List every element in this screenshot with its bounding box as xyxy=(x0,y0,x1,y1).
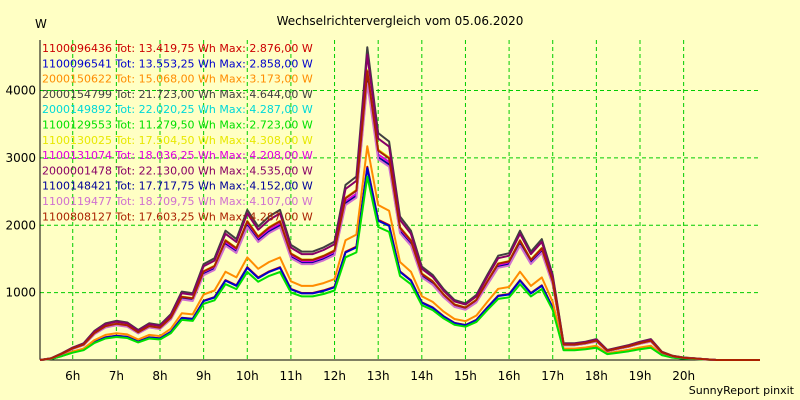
legend-entry-1100119477: 1100119477 Tot: 18.709,75 Wh Max: 4.107,… xyxy=(42,195,313,208)
chart-title: Wechselrichtervergleich vom 05.06.2020 xyxy=(277,14,524,28)
x-tick-label-8h: 8h xyxy=(152,369,167,383)
legend-entry-1100808127: 1100808127 Tot: 17.603,25 Wh Max: 4.287,… xyxy=(42,210,313,223)
footer-credit: SunnyReport pinxit xyxy=(689,384,795,397)
legend-entry-2000150622: 2000150622 Tot: 15.068,00 Wh Max: 3.173,… xyxy=(42,73,313,86)
legend-entry-1100131074: 1100131074 Tot: 18.036,25 Wh Max: 4.208,… xyxy=(42,149,313,162)
legend-entry-2000001478: 2000001478 Tot: 22.130,00 Wh Max: 4.535,… xyxy=(42,164,313,177)
x-tick-label-13h: 13h xyxy=(367,369,390,383)
x-tick-label-14h: 14h xyxy=(410,369,433,383)
x-tick-label-12h: 12h xyxy=(323,369,346,383)
x-tick-label-9h: 9h xyxy=(196,369,211,383)
y-tick-label-3: 4000 xyxy=(5,84,36,98)
x-tick-label-6h: 6h xyxy=(65,369,80,383)
axes-layer: 1000 2000 3000 4000 6h 7h 8h 9h 10h 11h 12h 13h 14h 1… xyxy=(5,40,760,383)
legend-entry-1100096541: 1100096541 Tot: 13.553,25 Wh Max: 2.858,… xyxy=(42,57,313,70)
x-tick-label-19h: 19h xyxy=(629,369,652,383)
x-tick-label-17h: 17h xyxy=(541,369,564,383)
x-tick-label-18h: 18h xyxy=(585,369,608,383)
y-axis-label: W xyxy=(35,17,47,31)
series-layer xyxy=(39,46,760,361)
legend-entry-1100130025: 1100130025 Tot: 17.504,50 Wh Max: 4.308,… xyxy=(42,134,313,147)
y-tick-label-2: 3000 xyxy=(5,151,36,165)
legend-entry-1100148421: 1100148421 Tot: 17.717,75 Wh Max: 4.152,… xyxy=(42,180,313,193)
x-tick-label-7h: 7h xyxy=(109,369,124,383)
x-tick-label-15h: 15h xyxy=(454,369,477,383)
y-tick-label-1: 2000 xyxy=(5,218,36,232)
legend-entry-2000149892: 2000149892 Tot: 22.020,25 Wh Max: 4.287,… xyxy=(42,103,313,116)
x-tick-label-16h: 16h xyxy=(498,369,521,383)
legend: 1100096436 Tot: 13.419,75 Wh Max: 2.876,… xyxy=(42,42,313,223)
legend-entry-1100096436: 1100096436 Tot: 13.419,75 Wh Max: 2.876,… xyxy=(42,42,313,55)
legend-entry-1100129553: 1100129553 Tot: 11.279,50 Wh Max: 2.723,… xyxy=(42,119,313,132)
series-line-1100129553 xyxy=(39,175,760,361)
y-tick-label-0: 1000 xyxy=(5,286,36,300)
series-line-2000150622 xyxy=(39,145,760,361)
x-tick-label-10h: 10h xyxy=(236,369,259,383)
legend-entry-2000154799: 2000154799 Tot: 21.723,00 Wh Max: 4.644,… xyxy=(42,88,313,101)
series-line-1100808127 xyxy=(39,70,760,361)
x-tick-label-20h: 20h xyxy=(672,369,695,383)
x-tick-label-11h: 11h xyxy=(279,369,302,383)
